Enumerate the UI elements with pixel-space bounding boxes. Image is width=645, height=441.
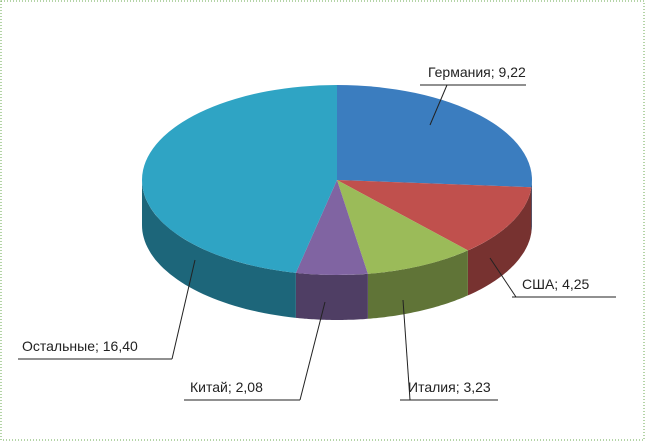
pie-slice [337, 85, 532, 188]
pie-side [142, 180, 296, 318]
leader-line [429, 84, 448, 126]
label-value: 4,25 [562, 276, 589, 292]
leader-line [489, 257, 517, 298]
label-separator: ; [228, 379, 236, 395]
leader-line [171, 259, 196, 360]
pie-slice [295, 180, 368, 276]
data-label: Остальные; 16,40 [22, 338, 138, 354]
data-label: США; 4,25 [522, 276, 590, 292]
pie-slice [337, 180, 532, 251]
label-category: Италия [408, 379, 456, 395]
data-label: Китай; 2,08 [190, 379, 263, 395]
leader-line [402, 299, 411, 401]
data-label: Италия; 3,23 [408, 379, 491, 395]
pie-side [531, 180, 532, 233]
label-value: 16,40 [103, 338, 138, 354]
label-category: Германия [428, 64, 491, 80]
pie-slice [141, 85, 337, 273]
leader-line [299, 301, 326, 401]
label-value: 9,22 [499, 64, 526, 80]
pie-side [295, 272, 368, 320]
pie-side [367, 250, 468, 319]
pie-slice [337, 180, 468, 274]
label-category: Китай [190, 379, 228, 395]
label-separator: ; [456, 379, 464, 395]
label-separator: ; [554, 276, 562, 292]
label-category: США [522, 276, 555, 292]
label-category: Остальные [22, 338, 95, 354]
label-separator: ; [95, 338, 103, 354]
pie-side [467, 187, 532, 296]
label-value: 2,08 [236, 379, 263, 395]
label-separator: ; [491, 64, 499, 80]
data-label: Германия; 9,22 [428, 64, 526, 80]
label-value: 3,23 [463, 379, 490, 395]
